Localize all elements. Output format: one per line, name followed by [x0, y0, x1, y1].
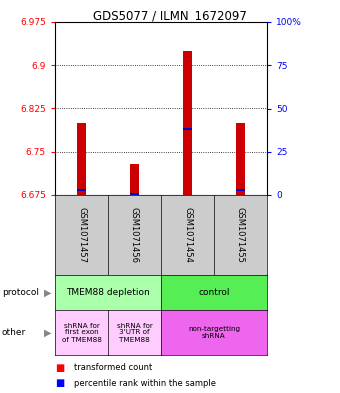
- Bar: [130, 193, 139, 195]
- Bar: [183, 51, 192, 195]
- Text: GSM1071456: GSM1071456: [130, 207, 139, 263]
- Bar: [183, 128, 192, 130]
- Text: GSM1071457: GSM1071457: [77, 207, 86, 263]
- Text: percentile rank within the sample: percentile rank within the sample: [74, 378, 216, 387]
- Text: shRNA for
first exon
of TMEM88: shRNA for first exon of TMEM88: [62, 323, 101, 343]
- Bar: [77, 123, 86, 195]
- Text: GSM1071454: GSM1071454: [183, 207, 192, 263]
- Text: other: other: [2, 328, 26, 337]
- Text: TMEM88 depletion: TMEM88 depletion: [66, 288, 150, 297]
- Text: ■: ■: [55, 363, 64, 373]
- Bar: [236, 189, 245, 191]
- Text: transformed count: transformed count: [74, 364, 152, 373]
- Bar: [236, 123, 245, 195]
- Text: protocol: protocol: [2, 288, 39, 297]
- Text: ■: ■: [55, 378, 64, 388]
- Text: ▶: ▶: [44, 327, 52, 338]
- Text: non-targetting
shRNA: non-targetting shRNA: [188, 326, 240, 339]
- Text: GDS5077 / ILMN_1672097: GDS5077 / ILMN_1672097: [93, 9, 247, 22]
- Text: GSM1071455: GSM1071455: [236, 207, 245, 263]
- Text: ▶: ▶: [44, 288, 52, 298]
- Text: shRNA for
3'UTR of
TMEM88: shRNA for 3'UTR of TMEM88: [117, 323, 152, 343]
- Bar: [130, 164, 139, 195]
- Text: control: control: [198, 288, 230, 297]
- Bar: [77, 189, 86, 191]
